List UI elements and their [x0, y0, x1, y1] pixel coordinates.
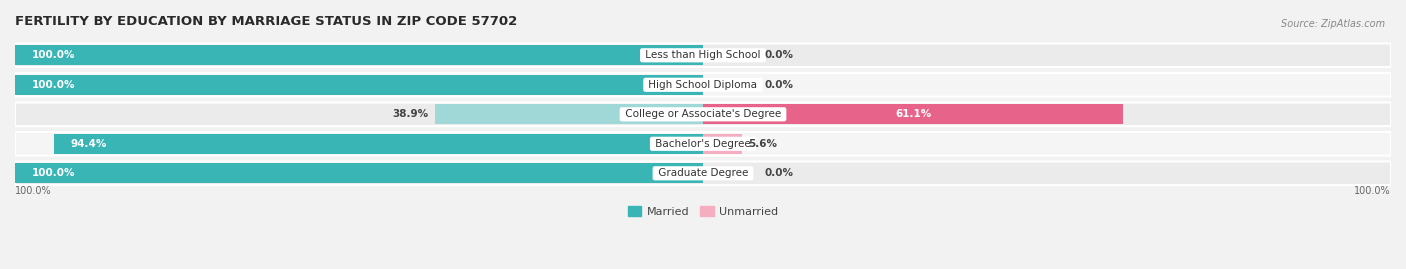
Legend: Married, Unmarried: Married, Unmarried — [623, 202, 783, 221]
Text: Bachelor's Degree: Bachelor's Degree — [652, 139, 754, 149]
Text: 100.0%: 100.0% — [32, 168, 76, 178]
FancyBboxPatch shape — [15, 132, 1391, 155]
Text: High School Diploma: High School Diploma — [645, 80, 761, 90]
Bar — [53, 134, 703, 154]
FancyBboxPatch shape — [15, 44, 1391, 67]
Bar — [15, 163, 703, 183]
Text: 0.0%: 0.0% — [765, 50, 794, 60]
Bar — [703, 134, 741, 154]
FancyBboxPatch shape — [15, 161, 1391, 185]
Text: Source: ZipAtlas.com: Source: ZipAtlas.com — [1281, 19, 1385, 29]
Text: 100.0%: 100.0% — [32, 50, 76, 60]
Text: 0.0%: 0.0% — [765, 168, 794, 178]
Text: 100.0%: 100.0% — [1354, 186, 1391, 196]
Text: Graduate Degree: Graduate Degree — [655, 168, 751, 178]
Text: 100.0%: 100.0% — [32, 80, 76, 90]
Bar — [703, 104, 1123, 124]
Text: FERTILITY BY EDUCATION BY MARRIAGE STATUS IN ZIP CODE 57702: FERTILITY BY EDUCATION BY MARRIAGE STATU… — [15, 15, 517, 28]
Text: 0.0%: 0.0% — [765, 80, 794, 90]
FancyBboxPatch shape — [15, 73, 1391, 97]
Text: 61.1%: 61.1% — [896, 109, 931, 119]
Text: 94.4%: 94.4% — [70, 139, 107, 149]
FancyBboxPatch shape — [15, 102, 1391, 126]
Text: 38.9%: 38.9% — [392, 109, 429, 119]
Text: 100.0%: 100.0% — [15, 186, 52, 196]
Text: Less than High School: Less than High School — [643, 50, 763, 60]
Text: College or Associate's Degree: College or Associate's Degree — [621, 109, 785, 119]
Bar — [15, 45, 703, 65]
Text: 5.6%: 5.6% — [748, 139, 778, 149]
Bar — [436, 104, 703, 124]
Bar — [15, 75, 703, 95]
